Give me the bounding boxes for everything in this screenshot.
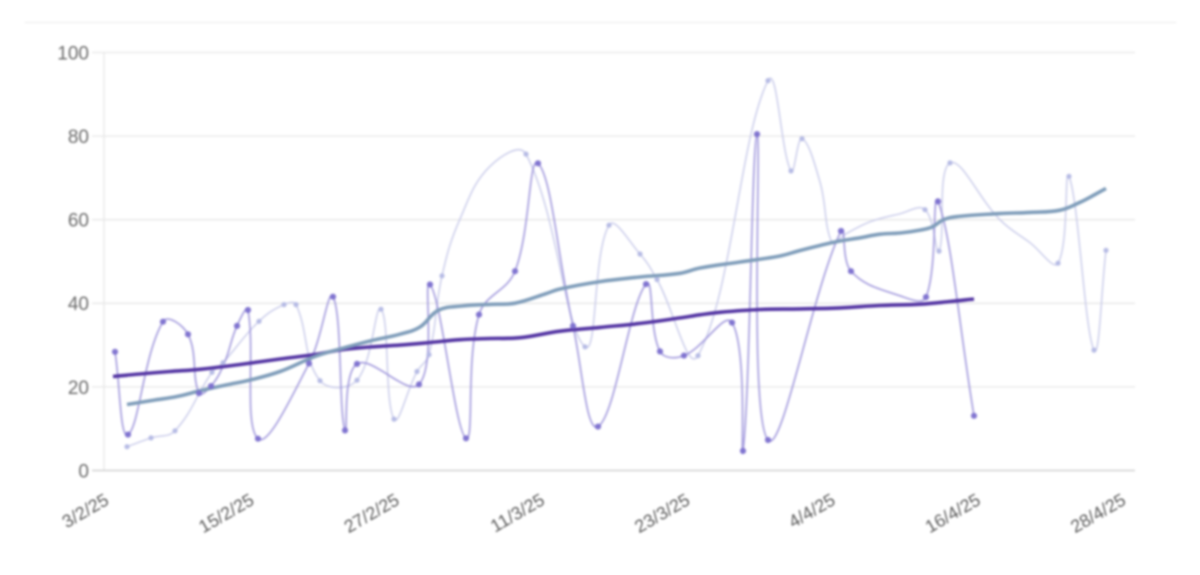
svg-text:40: 40 — [68, 294, 89, 315]
svg-text:0: 0 — [78, 461, 89, 482]
svg-text:60: 60 — [68, 211, 89, 232]
svg-text:20: 20 — [68, 378, 89, 399]
svg-text:100: 100 — [57, 43, 89, 64]
svg-text:80: 80 — [68, 127, 89, 148]
